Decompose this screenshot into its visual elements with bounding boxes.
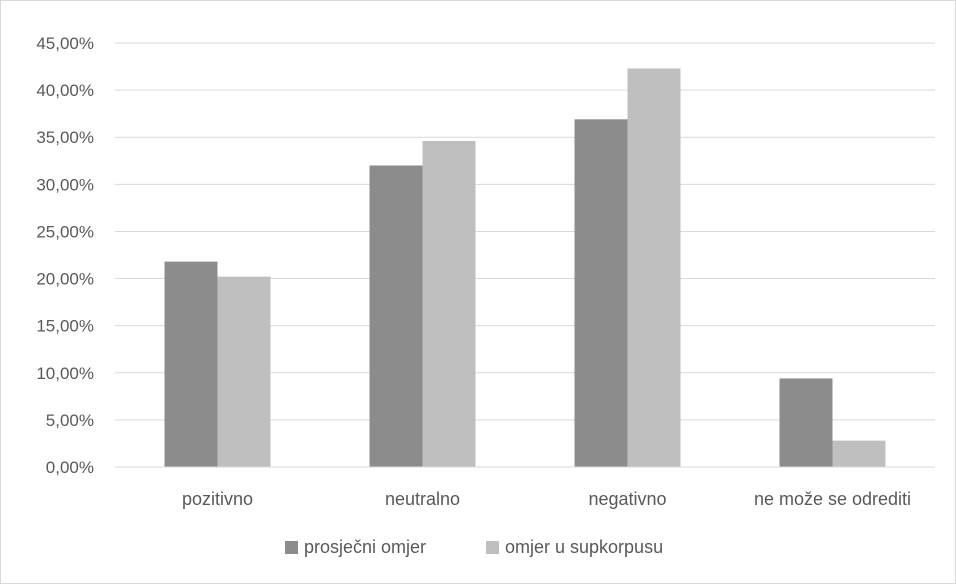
bars (164, 68, 886, 468)
x-axis-labels: pozitivno neutralno negativno ne može se od… (182, 489, 911, 509)
x-tick-label: ne može se odrediti (754, 489, 911, 509)
bar-series1 (164, 261, 218, 467)
legend-label: omjer u supkorpusu (505, 537, 663, 557)
y-tick-label: 45,00% (36, 34, 94, 53)
y-tick-label: 10,00% (36, 364, 94, 383)
y-tick-label: 40,00% (36, 81, 94, 100)
x-tick-label: neutralno (385, 489, 460, 509)
bar-series2 (627, 68, 681, 467)
x-tick-label: negativno (588, 489, 666, 509)
bar-series1 (779, 378, 833, 467)
y-tick-label: 35,00% (36, 128, 94, 147)
legend-swatch (285, 541, 298, 554)
bar-series2 (832, 440, 886, 467)
legend-swatch (486, 541, 499, 554)
legend: prosječni omjer omjer u supkorpusu (285, 537, 663, 557)
y-tick-label: 0,00% (46, 458, 94, 477)
bar-series2 (217, 276, 271, 467)
y-tick-label: 30,00% (36, 175, 94, 194)
x-tick-label: pozitivno (182, 489, 253, 509)
y-tick-label: 5,00% (46, 411, 94, 430)
y-tick-label: 20,00% (36, 270, 94, 289)
y-axis-ticks: 0,00% 5,00% 10,00% 15,00% 20,00% 25,00% 30,00%… (36, 34, 94, 477)
bar-series2 (422, 140, 476, 468)
bar-series1 (369, 165, 423, 467)
bar-series1 (574, 119, 628, 467)
y-tick-label: 15,00% (36, 317, 94, 336)
y-tick-label: 25,00% (36, 222, 94, 241)
legend-label: prosječni omjer (304, 537, 426, 557)
